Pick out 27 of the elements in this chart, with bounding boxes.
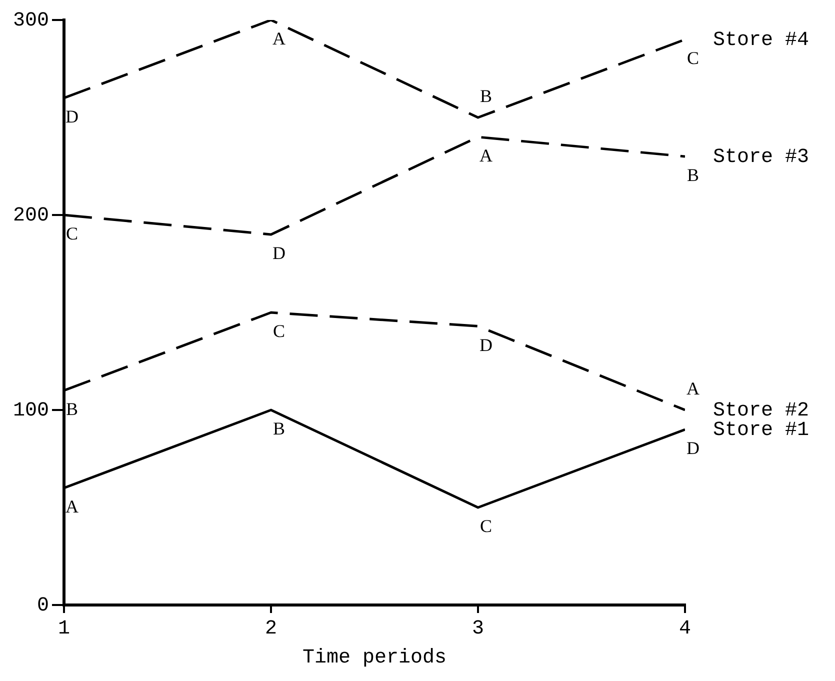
- x-tick-label: 3: [472, 617, 484, 640]
- annotation: D: [66, 106, 79, 127]
- annotation: C: [480, 516, 492, 536]
- annotation: A: [66, 496, 79, 517]
- annotation: A: [272, 28, 286, 49]
- y-tick-label: 0: [36, 594, 50, 618]
- series-label: Store #4: [713, 28, 810, 52]
- annotation: B: [480, 86, 492, 106]
- annotation: B: [272, 418, 286, 439]
- y-tick-label: 100: [12, 399, 50, 422]
- y-tick-label: 200: [12, 204, 50, 228]
- annotation: C: [66, 224, 78, 244]
- annotation: C: [272, 321, 286, 342]
- annotation: C: [686, 48, 700, 68]
- x-tick-label: 1: [58, 617, 70, 640]
- annotation: B: [66, 399, 78, 420]
- series-label: Store #3: [713, 146, 810, 169]
- annotation: D: [480, 334, 492, 355]
- annotation: D: [686, 438, 700, 458]
- annotation: D: [272, 243, 286, 264]
- annotation: A: [480, 146, 492, 166]
- x-axis-title: Time periods: [302, 646, 447, 670]
- annotation: A: [686, 378, 700, 399]
- x-tick-label: 2: [264, 617, 278, 640]
- x-tick-label: 4: [678, 617, 692, 640]
- annotation: B: [686, 165, 700, 186]
- y-tick-label: 300: [12, 9, 50, 32]
